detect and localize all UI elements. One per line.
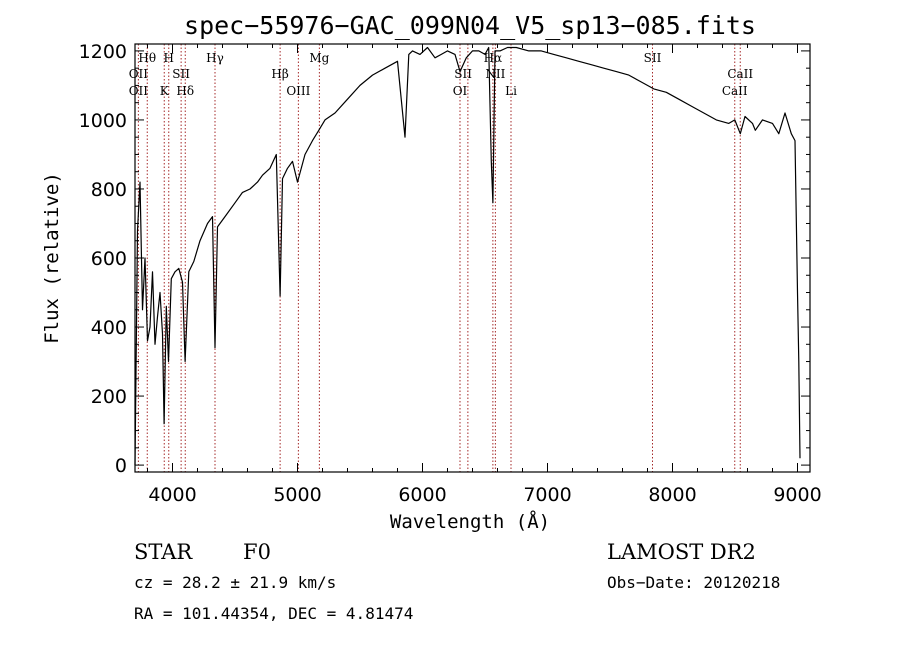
line-label-lower: CaII	[722, 84, 748, 98]
plot-frame	[134, 43, 811, 473]
y-tick-label: 0	[115, 455, 127, 477]
y-tick-label: 1000	[79, 110, 127, 132]
y-axis-ticks: 0 200 400 600 800 1000 1200	[79, 41, 810, 477]
y-tick-label: 800	[91, 179, 127, 201]
coordinates: RA = 101.44354, DEC = 4.81474	[134, 604, 413, 623]
line-label-upper: CaII	[727, 67, 753, 81]
line-label-lower: OIII	[286, 84, 310, 98]
line-label-lower: OI	[453, 84, 468, 98]
line-label-upper: NII	[485, 67, 505, 81]
x-tick-label: 8000	[648, 484, 696, 506]
y-tick-label: 400	[91, 317, 127, 339]
spectral-line-markers	[137, 44, 741, 472]
x-axis-label: Wavelength (Å)	[390, 510, 550, 533]
line-label-lower: K	[160, 84, 170, 98]
object-subclass: F0	[243, 540, 271, 564]
line-label-upper: Hα	[484, 51, 503, 65]
y-tick-label: 600	[91, 248, 127, 270]
line-label-upper: Mg	[309, 51, 329, 65]
y-tick-label: 200	[91, 386, 127, 408]
spectral-line-labels: Hθ OII H SII Hγ Hβ Mg SII Hα NII SII CaII OII K Hδ OIII…	[129, 51, 754, 98]
y-tick-label: 1200	[79, 41, 127, 63]
line-label-upper: Hβ	[271, 67, 288, 81]
x-tick-label: 9000	[773, 484, 821, 506]
line-label-upper: SII	[644, 51, 662, 65]
line-label-upper: H	[164, 51, 174, 65]
x-tick-label: 6000	[398, 484, 446, 506]
x-tick-label: 7000	[523, 484, 571, 506]
observation-date: Obs−Date: 20120218	[607, 573, 780, 592]
spectrum-series-line	[134, 46, 801, 466]
object-class: STAR	[134, 540, 193, 564]
line-label-upper: OII	[129, 67, 149, 81]
chart-title: spec−55976−GAC_099N04_V5_sp13−085.fits	[184, 11, 756, 40]
line-label-upper: SII	[454, 67, 472, 81]
x-axis-ticks: 4000 5000 6000 7000 8000 9000	[147, 44, 822, 506]
line-label-lower: Li	[505, 84, 517, 98]
x-tick-label: 4000	[148, 484, 196, 506]
line-label-upper: Hγ	[206, 51, 224, 65]
x-tick-label: 5000	[273, 484, 321, 506]
line-label-lower: OII	[129, 84, 149, 98]
redshift-value: cz = 28.2 ± 21.9 km/s	[134, 573, 336, 592]
line-label-upper: Hθ	[138, 51, 156, 65]
line-label-lower: Hδ	[176, 84, 194, 98]
y-axis-label: Flux (relative)	[41, 172, 63, 344]
survey-name: LAMOST DR2	[607, 540, 756, 564]
line-label-upper: SII	[172, 67, 190, 81]
